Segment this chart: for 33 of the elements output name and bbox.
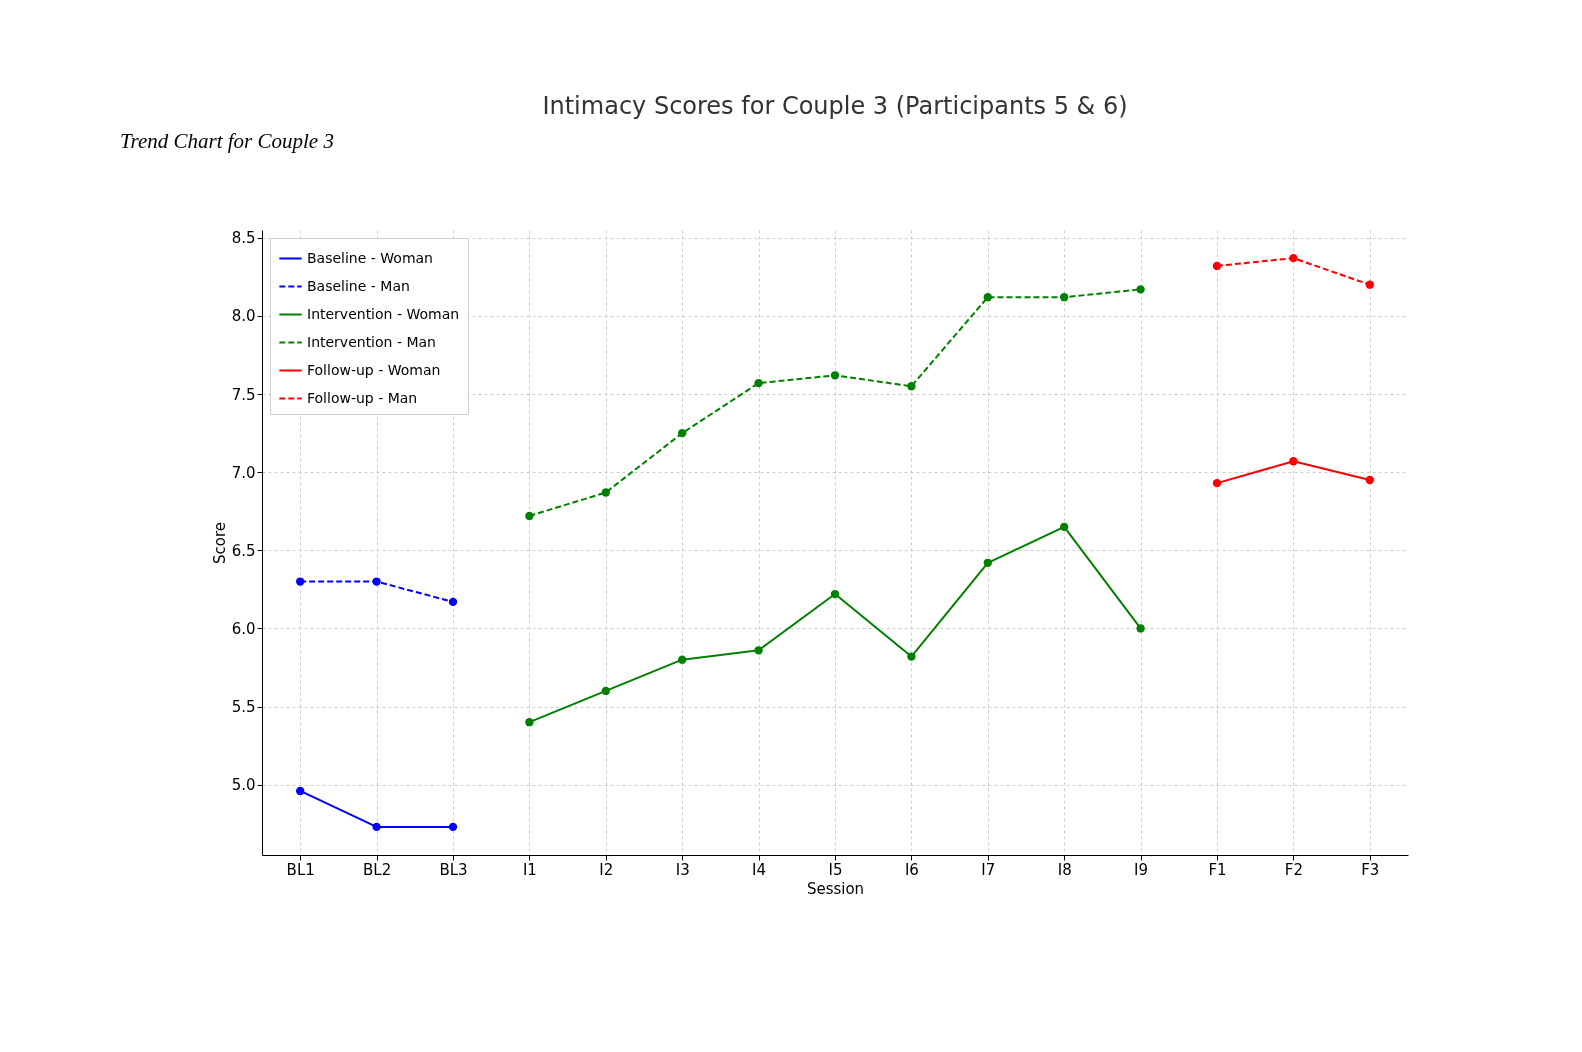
x-tick-label: I6 (904, 860, 919, 879)
y-tick-label: 6.0 (231, 619, 256, 638)
legend-label: Intervention - Woman (307, 305, 460, 322)
x-tick-label: I4 (752, 860, 767, 879)
x-tick-label: BL2 (363, 860, 392, 879)
y-tick-label: 5.0 (231, 776, 256, 795)
x-tick-label: F3 (1361, 860, 1380, 879)
x-tick-label: I9 (1134, 860, 1149, 879)
x-axis-title: Session (806, 879, 865, 898)
legend-label: Baseline - Man (307, 277, 410, 294)
y-tick-label: 6.5 (231, 541, 256, 560)
x-tick-label: I7 (981, 860, 996, 879)
legend-label: Follow-up - Woman (307, 361, 441, 378)
x-tick-label: BL1 (286, 860, 315, 879)
x-tick-label: F2 (1284, 860, 1303, 879)
legend-label: Baseline - Woman (307, 249, 433, 266)
x-tick-label: I8 (1057, 860, 1072, 879)
x-tick-label: BL3 (439, 860, 468, 879)
x-tick-label: I2 (599, 860, 614, 879)
x-tick-label: I5 (828, 860, 843, 879)
y-tick-label: 7.5 (231, 385, 256, 404)
y-tick-label: 8.5 (231, 229, 256, 248)
y-tick-label: 5.5 (231, 698, 256, 717)
y-axis-title: Score (210, 521, 229, 565)
y-tick-label: 7.0 (231, 463, 256, 482)
text: Trend Chart for Couple 3 (120, 129, 334, 153)
legend-label: Intervention - Man (307, 333, 436, 350)
chart-title: Intimacy Scores for Couple 3 (Participants 5 & 6) (542, 92, 1128, 120)
x-tick-label: I1 (522, 860, 537, 879)
y-tick-label: 8.0 (231, 307, 256, 326)
legend-label: Follow-up - Man (307, 389, 418, 406)
x-tick-label: F1 (1208, 860, 1227, 879)
x-tick-label: I3 (675, 860, 690, 879)
